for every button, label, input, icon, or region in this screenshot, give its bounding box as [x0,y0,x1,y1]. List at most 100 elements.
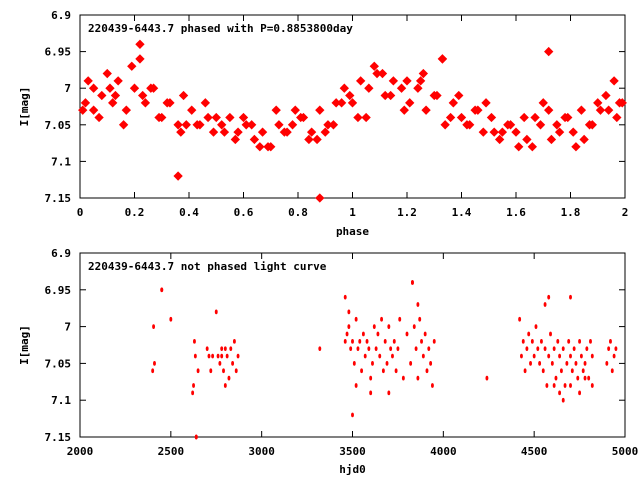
y-tick-label: 7.15 [45,431,72,444]
data-point [456,112,467,123]
data-point [610,368,614,374]
data-point [196,368,200,374]
data-point [361,112,371,123]
data-point [549,331,552,337]
data-point [399,105,409,115]
phased-light-curve-plot: 0 0.2 0.4 0.6 0.8 1 1.2 1.4 1.6 1.8 2 6.9 6.95 7 7.05 7… [18,9,628,238]
data-point [381,368,385,374]
data-point [614,98,625,108]
data-point [605,361,609,366]
data-point [388,76,399,86]
data-point [494,134,505,145]
data-point [421,353,425,359]
data-point [574,361,578,366]
data-point [519,112,529,123]
data-point [113,76,123,86]
data-point [200,98,211,108]
data-point [80,98,91,108]
data-point [448,98,458,108]
data-point [486,112,497,123]
data-point [552,346,556,352]
data-point [296,112,306,123]
data-point [505,120,516,130]
data-point [138,90,148,101]
data-point [536,346,540,352]
data-point [234,368,238,374]
x-tick-label: 0.4 [179,206,199,219]
data-point [336,98,347,108]
data-point [563,383,567,388]
data-point [347,309,351,315]
data-point [173,171,183,181]
data-point [193,353,197,359]
data-point [364,83,374,93]
data-point [236,353,240,359]
data-point [523,368,527,374]
data-point [118,120,129,130]
data-point [354,316,358,322]
y-tick-label: 6.95 [45,46,72,59]
plot-frame [79,252,626,438]
data-point [522,134,532,145]
data-point [576,375,580,381]
data-point [590,353,594,359]
data-point [396,83,407,93]
x-tick-label: 2500 [158,445,185,458]
data-point [521,338,525,344]
data-point [354,383,358,388]
data-point [230,134,240,145]
y-tick-label: 6.9 [51,9,71,22]
data-point [583,361,587,366]
data-point [315,105,325,115]
x-tick-label: 3500 [339,445,366,458]
data-point [361,331,365,337]
data-point [363,353,367,359]
data-point [601,90,611,101]
data-point [544,46,554,57]
data-point [587,120,597,130]
data-point [191,390,195,396]
data-point [593,98,603,108]
data-point [473,105,483,115]
data-point [543,302,547,307]
data-point [589,338,592,344]
data-point [578,390,582,396]
data-point [538,361,542,366]
data-point [514,142,524,152]
data-point [218,361,222,366]
data-point [578,338,582,344]
data-point [105,83,115,93]
data-point [478,127,488,137]
data-point [385,361,389,366]
data-point [579,134,589,145]
x-tick-label: 1.8 [561,206,581,219]
data-point [409,361,413,366]
x-tick-label: 1.2 [397,206,417,219]
data-point [570,368,574,374]
data-point [205,346,209,352]
data-point [568,127,578,137]
data-point [383,338,387,344]
data-point [571,142,581,152]
data-point [220,353,224,359]
data-point [520,353,523,359]
data-point [535,120,546,130]
data-point [110,90,121,101]
y-tick-label: 7.05 [45,357,72,370]
y-tick-label: 6.9 [51,247,71,260]
data-point [356,76,366,86]
data-point [129,83,140,93]
x-tick-label: 0.8 [288,206,308,219]
data-point [290,105,300,115]
data-point [88,83,99,93]
data-point [572,346,576,352]
data-point [232,338,236,344]
data-point [614,346,618,352]
data-point [430,383,434,388]
data-point [530,112,540,123]
data-point [590,383,594,388]
data-point [207,353,211,359]
plot-title: 220439-6443.7 not phased light curve [88,260,327,273]
data-point [97,90,107,101]
data-point [567,338,571,344]
